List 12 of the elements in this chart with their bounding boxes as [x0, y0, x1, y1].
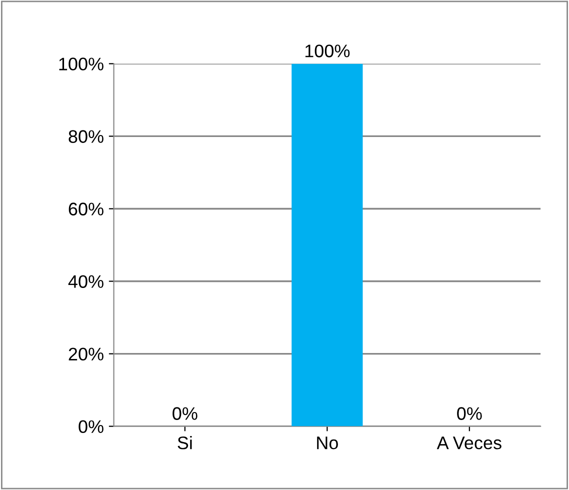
- x-tick-label: No: [317, 436, 338, 450]
- y-tick-label: 40%: [68, 275, 104, 288]
- y-tick-label: 80%: [68, 130, 104, 143]
- y-tick-label: 60%: [68, 202, 104, 216]
- x-tick-label: Si: [178, 436, 192, 450]
- y-tick-label: 0%: [78, 420, 104, 434]
- data-label: 0%: [172, 407, 198, 420]
- x-tick-label: A Veces: [436, 436, 502, 450]
- data-label: 0%: [457, 407, 482, 420]
- y-tick-label: 100%: [59, 58, 104, 70]
- data-label: 100%: [305, 44, 350, 58]
- y-tick-label: 20%: [68, 348, 104, 360]
